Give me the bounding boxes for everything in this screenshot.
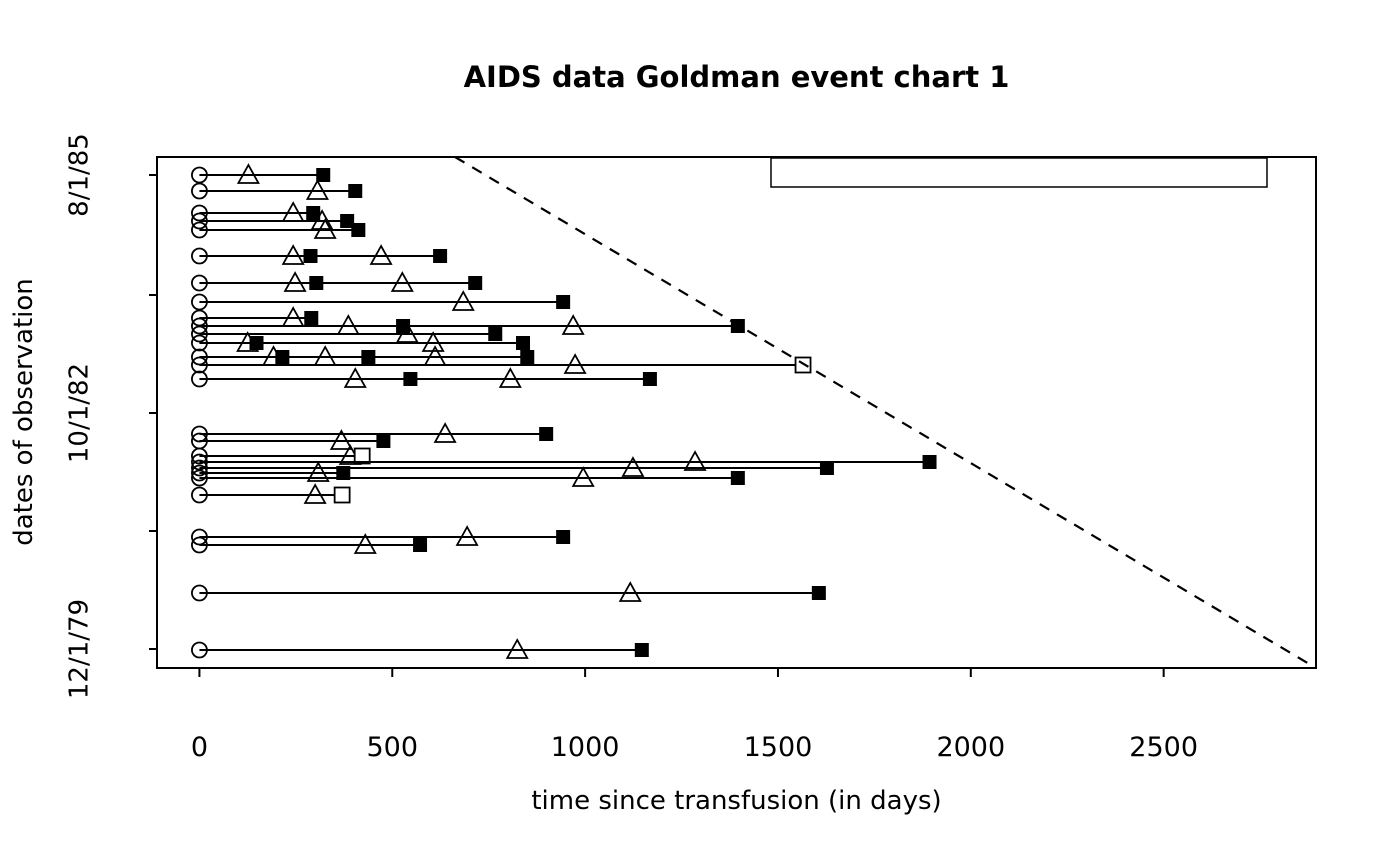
filled-square-marker xyxy=(730,471,745,485)
triangle-marker xyxy=(433,422,457,443)
filled-square-marker xyxy=(306,206,321,220)
filled-square-marker xyxy=(819,461,834,475)
filled-square-marker xyxy=(340,214,355,228)
filled-square-marker xyxy=(403,372,418,386)
y-tick-label: 12/1/79 xyxy=(65,599,95,699)
triangle-marker xyxy=(563,353,587,374)
x-tick-label: 0 xyxy=(191,732,208,763)
filled-square-marker xyxy=(433,249,448,263)
circle-marker xyxy=(191,453,208,471)
circle-marker xyxy=(191,274,208,292)
circle-marker xyxy=(191,464,208,482)
filled-square-marker xyxy=(348,184,363,198)
filled-square-marker xyxy=(520,350,535,364)
y-tick-label: 8/1/85 xyxy=(65,133,95,217)
x-tick-label: 1500 xyxy=(744,732,813,763)
circle-marker xyxy=(191,356,208,374)
triangle-marker xyxy=(621,456,645,477)
filled-square-marker xyxy=(304,311,319,325)
triangle-marker xyxy=(505,638,529,659)
circle-marker xyxy=(191,370,208,388)
filled-square-marker xyxy=(556,295,571,309)
circle-marker xyxy=(191,293,208,311)
triangle-marker xyxy=(498,367,522,388)
triangle-marker xyxy=(329,429,353,450)
triangle-marker xyxy=(343,367,367,388)
triangle-marker xyxy=(561,314,585,335)
triangle-marker xyxy=(303,483,327,504)
dashed-reference-line xyxy=(454,156,1317,669)
triangle-marker xyxy=(281,244,305,265)
legend-box xyxy=(770,157,1268,188)
circle-marker xyxy=(191,334,208,352)
circle-marker xyxy=(191,166,208,184)
triangle-marker xyxy=(236,163,260,184)
filled-square-marker xyxy=(275,350,290,364)
circle-marker xyxy=(191,325,208,343)
triangle-marker xyxy=(283,271,307,292)
x-tick-label: 2500 xyxy=(1129,732,1198,763)
plot-border xyxy=(156,156,1317,669)
x-tick-label: 500 xyxy=(366,732,418,763)
circle-marker xyxy=(191,447,208,465)
triangle-marker xyxy=(313,218,337,239)
filled-square-marker xyxy=(556,530,571,544)
triangle-marker xyxy=(390,271,414,292)
triangle-marker xyxy=(455,525,479,546)
triangle-marker xyxy=(305,179,329,200)
circle-marker xyxy=(191,536,208,554)
filled-square-marker xyxy=(539,427,554,441)
triangle-marker xyxy=(451,290,475,311)
filled-square-marker xyxy=(516,336,531,350)
filled-square-marker xyxy=(351,223,366,237)
filled-square-marker xyxy=(361,350,376,364)
x-tick-label: 2000 xyxy=(936,732,1005,763)
filled-square-marker xyxy=(413,538,428,552)
open-square-marker xyxy=(794,356,812,374)
filled-square-marker xyxy=(309,276,324,290)
circle-marker xyxy=(191,486,208,504)
circle-marker xyxy=(191,182,208,200)
filled-square-marker xyxy=(316,168,331,182)
filled-square-marker xyxy=(249,336,264,350)
triangle-marker xyxy=(571,466,595,487)
circle-marker xyxy=(191,459,208,477)
filled-square-marker xyxy=(642,372,657,386)
chart-title: AIDS data Goldman event chart 1 xyxy=(463,60,1010,94)
filled-square-marker xyxy=(468,276,483,290)
x-axis-label: time since transfusion (in days) xyxy=(531,786,942,816)
triangle-marker xyxy=(683,450,707,471)
triangle-marker xyxy=(618,581,642,602)
filled-square-marker xyxy=(634,643,649,657)
x-tick-label: 1000 xyxy=(551,732,620,763)
y-axis-label: dates of observation xyxy=(9,278,39,546)
filled-square-marker xyxy=(922,455,937,469)
circle-marker xyxy=(191,469,208,487)
triangle-marker xyxy=(306,461,330,482)
filled-square-marker xyxy=(488,327,503,341)
filled-square-marker xyxy=(336,466,351,480)
triangle-marker xyxy=(369,244,393,265)
circle-marker xyxy=(191,221,208,239)
circle-marker xyxy=(191,641,208,659)
triangle-marker xyxy=(353,533,377,554)
circle-marker xyxy=(191,584,208,602)
filled-square-marker xyxy=(811,586,826,600)
y-tick-label: 10/1/82 xyxy=(65,363,95,463)
circle-marker xyxy=(191,247,208,265)
filled-square-marker xyxy=(376,434,391,448)
open-square-marker xyxy=(353,447,371,465)
filled-square-marker xyxy=(303,249,318,263)
circle-marker xyxy=(191,212,208,230)
filled-square-marker xyxy=(396,319,411,333)
open-square-marker xyxy=(333,486,351,504)
